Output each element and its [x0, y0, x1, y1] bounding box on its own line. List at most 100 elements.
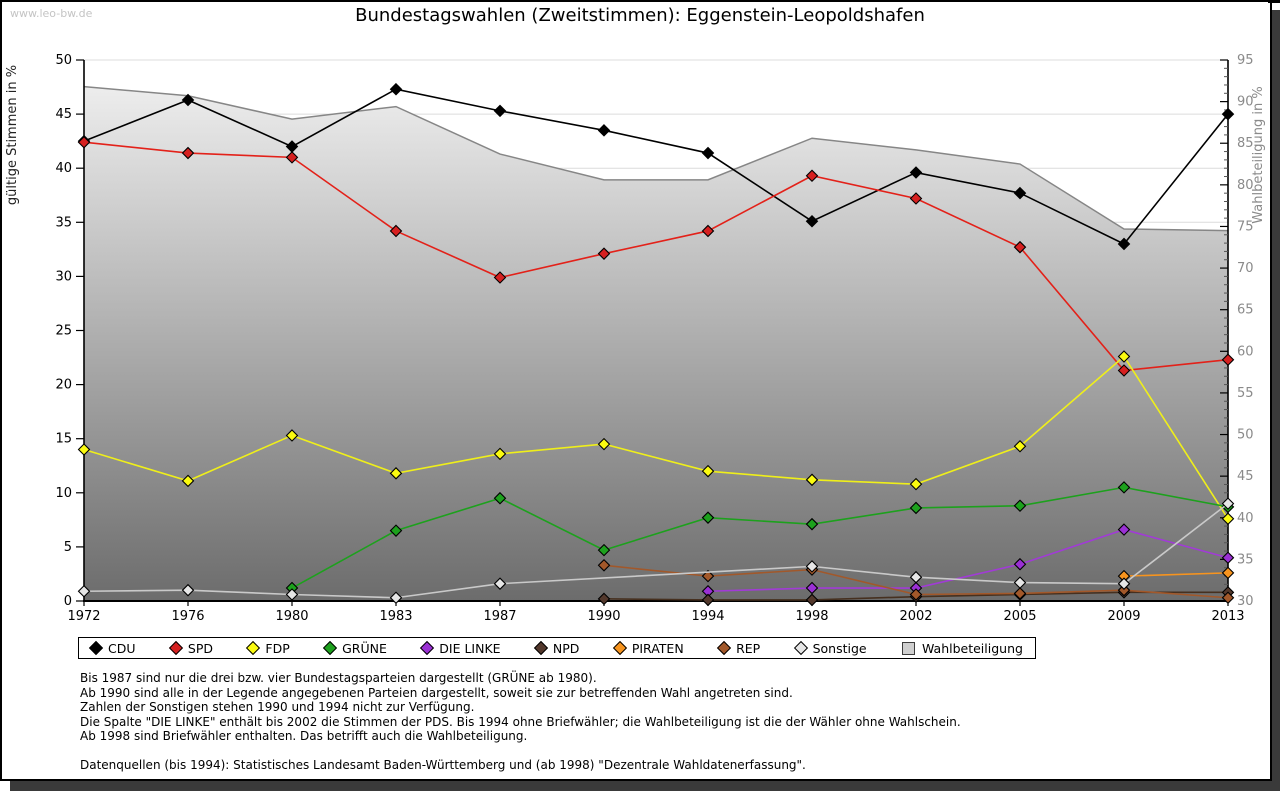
series-line-fdp [83, 355, 1229, 520]
right-tick-label: 50 [1237, 428, 1254, 443]
series-marker-cdu [1013, 186, 1027, 200]
series-marker-sonstige [1117, 577, 1131, 590]
legend-item-die-linke: DIE LINKE [420, 640, 501, 656]
legend-label: Wahlbeteiligung [921, 640, 1023, 656]
series-line-spd [83, 141, 1229, 372]
series-marker-npd [805, 593, 819, 607]
turnout-edge [83, 85, 1229, 232]
right-tick-label: 45 [1237, 469, 1254, 484]
right-tick-label: 90 [1237, 95, 1254, 110]
x-tick-label: 1976 [171, 609, 204, 624]
x-tick-label: 1994 [691, 609, 724, 624]
legend-item-fdp: FDP [246, 640, 290, 656]
series-marker-fdp [389, 467, 403, 480]
series-marker-gr-ne [389, 524, 403, 537]
x-tick-label: 1990 [587, 609, 620, 624]
series-marker-gr-ne [701, 511, 715, 524]
legend-item-cdu: CDU [88, 640, 136, 656]
series-marker-die-linke [805, 581, 819, 595]
legend-diamond-icon [533, 640, 548, 656]
election-line-chart: 0 5 10 15 20 25 30 35 40 45 50 30 35 40 45 50 55 60 65 70 75… [5, 53, 1266, 624]
series-marker-sonstige [909, 570, 923, 584]
x-tick-label: 2005 [1003, 609, 1036, 624]
turnout-area [84, 86, 1228, 601]
legend-diamond-icon [716, 640, 732, 656]
left-tick-label: 25 [55, 324, 72, 339]
left-tick-label: 35 [55, 215, 72, 230]
right-tick-label: 65 [1237, 303, 1254, 318]
series-marker-fdp [701, 464, 715, 478]
legend-square-icon [901, 641, 915, 655]
series-marker-gr-ne [1117, 481, 1131, 494]
right-tick-label: 95 [1237, 53, 1254, 68]
series-marker-fdp [285, 429, 299, 442]
right-tick-label: 80 [1237, 178, 1254, 193]
series-marker-npd [597, 592, 611, 606]
series-marker-piraten [1221, 566, 1235, 580]
series-marker-rep [701, 569, 715, 583]
series-marker-cdu [909, 166, 923, 179]
series-marker-cdu [389, 82, 403, 96]
x-tick-label: 2013 [1211, 609, 1244, 624]
left-axis-title: gültige Stimmen in % [5, 65, 20, 205]
legend-label: SPD [187, 640, 213, 656]
series-marker-spd [909, 192, 923, 205]
series-marker-fdp [1221, 512, 1235, 526]
chart-title: Bundestagswahlen (Zweitstimmen): Eggenst… [355, 5, 925, 26]
series-marker-fdp [181, 474, 195, 488]
series-marker-cdu [1117, 237, 1131, 251]
series-marker-spd [1013, 240, 1027, 254]
series-line-cdu [83, 88, 1229, 245]
footnote-spacer [80, 744, 961, 758]
footnote-line: Zahlen der Sonstigen stehen 1990 und 199… [80, 700, 475, 715]
right-tick-label: 85 [1237, 136, 1254, 151]
data-source-line: Datenquellen (bis 1994): Statistisches L… [80, 757, 806, 772]
right-tick-label: 60 [1237, 344, 1254, 359]
x-tick-label: 1987 [483, 609, 516, 624]
legend-item-spd: SPD [168, 640, 213, 656]
series-line-gr-ne [291, 486, 1229, 589]
left-tick-label: 0 [64, 594, 72, 609]
series-marker-sonstige [181, 583, 195, 597]
series-marker-cdu [701, 146, 715, 160]
legend-label: CDU [108, 640, 136, 656]
series-marker-fdp [493, 447, 507, 461]
series-marker-fdp [1013, 439, 1027, 453]
left-tick-label: 45 [55, 107, 72, 122]
left-tick-label: 10 [55, 486, 72, 501]
series-marker-rep [1013, 587, 1027, 600]
x-tick-label: 1980 [275, 609, 308, 624]
legend-label: DIE LINKE [439, 640, 501, 656]
x-tick-label: 1983 [379, 609, 412, 624]
series-marker-gr-ne [1013, 499, 1027, 513]
legend: CDU SPD FDP GRÜNE DIE LINKE NPD PIRATEN REP Sons… [78, 637, 1036, 659]
x-tick-label: 2002 [899, 609, 932, 624]
series-marker-cdu [1221, 107, 1235, 121]
series-marker-sonstige [1221, 497, 1235, 510]
legend-label: GRÜNE [342, 640, 387, 656]
legend-item-npd: NPD [533, 640, 579, 656]
window-edge-top [1268, 0, 1280, 3]
series-marker-rep [1117, 583, 1131, 597]
series-marker-sonstige [389, 591, 403, 605]
legend-label: FDP [265, 640, 290, 656]
legend-item-wahlbeteiligung: Wahlbeteiligung [901, 640, 1023, 656]
legend-diamond-icon [246, 640, 261, 656]
series-marker-sonstige [1013, 576, 1027, 589]
series-marker-sonstige [805, 560, 819, 573]
series-marker-spd [285, 151, 299, 164]
series-marker-gr-ne [805, 517, 819, 531]
watermark: www.leo-bw.de [10, 7, 93, 20]
series-marker-fdp [597, 437, 611, 451]
series-marker-spd [181, 146, 195, 160]
legend-diamond-icon [420, 640, 435, 656]
legend-label: REP [736, 640, 761, 656]
legend-item-piraten: PIRATEN [612, 641, 684, 656]
series-marker-rep [1221, 591, 1235, 605]
series-marker-spd [389, 224, 403, 238]
left-tick-label: 40 [55, 161, 72, 176]
right-axis-title: Wahlbeteiligung in % [1251, 86, 1266, 223]
series-marker-fdp [77, 443, 91, 456]
x-tick-label: 1972 [67, 609, 100, 624]
